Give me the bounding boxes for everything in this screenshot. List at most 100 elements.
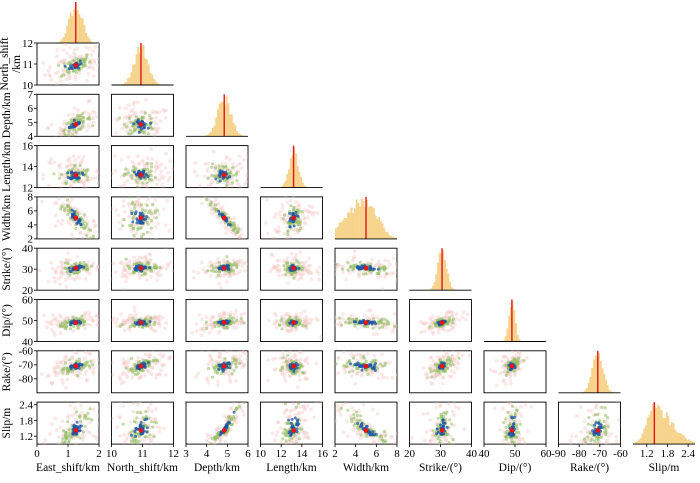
- density-sample: [211, 162, 215, 166]
- density-sample: [60, 205, 64, 209]
- density-sample: [116, 213, 121, 218]
- density-sample: [52, 172, 56, 176]
- density-sample: [68, 45, 72, 50]
- density-sample: [199, 260, 204, 265]
- density-sample: [450, 313, 455, 318]
- density-sample: [82, 120, 86, 124]
- density-sample: [111, 277, 114, 281]
- density-sample: [147, 196, 152, 198]
- density-sample: [60, 267, 64, 271]
- density-sample: [86, 168, 90, 172]
- density-sample: [127, 113, 132, 118]
- density-sample: [149, 230, 153, 235]
- density-sample: [151, 188, 155, 192]
- density-sample: [238, 354, 243, 358]
- density-sample: [273, 356, 278, 361]
- density-sample: [288, 198, 293, 203]
- density-sample: [327, 367, 331, 371]
- density-sample: [66, 171, 70, 175]
- density-sample: [377, 326, 381, 330]
- histogram-bar: [237, 133, 240, 137]
- density-sample: [85, 234, 89, 238]
- y-tick-label: 12: [22, 182, 33, 194]
- density-sample: [40, 372, 44, 376]
- density-sample: [76, 115, 80, 119]
- density-sample: [309, 277, 314, 282]
- density-sample: [72, 205, 76, 210]
- density-sample: [68, 82, 73, 85]
- density-sample: [346, 260, 350, 265]
- density-sample: [298, 378, 302, 383]
- density-sample: [101, 178, 105, 182]
- density-sample: [86, 71, 91, 76]
- density-sample: [310, 205, 315, 209]
- density-sample: [134, 127, 138, 131]
- density-sample: [142, 164, 147, 169]
- histogram-bar: [208, 133, 211, 137]
- density-sample: [378, 319, 382, 323]
- density-sample: [203, 270, 208, 275]
- density-sample: [80, 318, 84, 322]
- density-sample: [148, 325, 153, 330]
- density-sample: [294, 252, 299, 257]
- density-sample: [271, 357, 276, 362]
- density-sample: [124, 167, 128, 171]
- density-sample: [137, 130, 141, 134]
- density-sample: [147, 188, 151, 192]
- density-sample: [303, 208, 307, 212]
- histogram-bar: [211, 127, 214, 137]
- density-sample: [210, 264, 214, 268]
- panel-strike-vs-length: [260, 247, 323, 291]
- density-sample: [295, 259, 299, 263]
- best-fit-point: [291, 363, 296, 369]
- density-sample: [157, 314, 162, 318]
- density-sample: [240, 365, 245, 370]
- y-axis-label-line: Length/km: [1, 141, 13, 192]
- density-sample: [144, 257, 149, 262]
- density-sample: [273, 368, 277, 372]
- histogram-bar: [298, 171, 301, 188]
- density-sample: [95, 239, 98, 242]
- density-sample: [55, 360, 59, 365]
- density-sample: [125, 125, 129, 129]
- density-sample: [225, 350, 230, 354]
- density-sample: [422, 329, 427, 334]
- density-sample: [234, 315, 239, 320]
- density-sample: [340, 316, 345, 321]
- density-sample: [293, 353, 297, 357]
- density-sample: [139, 176, 143, 180]
- density-sample: [91, 234, 95, 238]
- histogram-bar: [369, 205, 372, 239]
- density-sample: [167, 356, 172, 361]
- density-sample: [157, 110, 162, 115]
- density-sample: [432, 372, 437, 377]
- best-fit-point: [439, 320, 445, 325]
- density-sample: [148, 266, 152, 270]
- density-sample: [305, 193, 309, 197]
- best-fit-point: [363, 363, 369, 369]
- density-sample: [253, 322, 257, 326]
- density-sample: [87, 125, 91, 130]
- density-cloud: [190, 308, 257, 338]
- density-sample: [76, 155, 81, 160]
- density-sample: [76, 271, 80, 275]
- density-sample: [122, 122, 126, 126]
- density-sample: [371, 359, 375, 363]
- density-sample: [75, 118, 79, 122]
- density-sample: [59, 222, 64, 226]
- density-sample: [61, 122, 66, 127]
- density-sample: [254, 246, 258, 250]
- histogram-bar: [142, 45, 145, 85]
- density-sample: [277, 267, 282, 272]
- density-sample: [162, 140, 166, 144]
- density-sample: [238, 161, 243, 166]
- density-sample: [336, 322, 340, 327]
- histogram-bar: [62, 37, 65, 44]
- density-sample: [300, 240, 304, 244]
- density-sample: [226, 371, 231, 376]
- density-sample: [344, 320, 348, 325]
- density-sample: [310, 212, 315, 217]
- density-sample: [425, 372, 430, 377]
- panel-rake-vs-length: [260, 350, 323, 394]
- best-fit-point: [73, 215, 79, 221]
